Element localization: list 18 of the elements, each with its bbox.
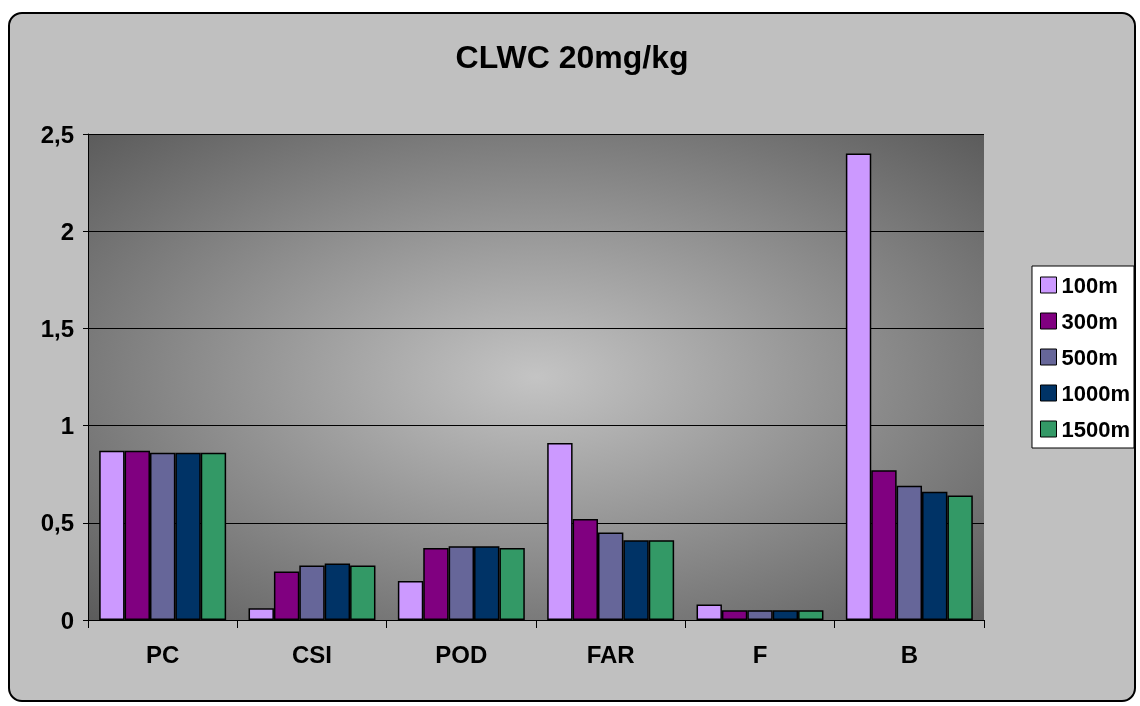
y-tick-label: 0,5 [40,509,74,537]
y-tick-label: 2,5 [40,120,74,148]
y-tick-label: 1 [60,412,74,440]
legend-label: 1500m [1061,416,1131,442]
y-tick-label: 2 [60,217,74,245]
legend-label: 100m [1061,272,1118,298]
y-tick-label: 1,5 [40,314,74,342]
legend-label: 300m [1061,308,1118,334]
chart-title: CLWC 20mg/kg [455,39,689,75]
x-tick-label: PC [145,640,180,668]
x-tick-label: POD [435,640,488,668]
x-tick-label: CSI [291,640,333,668]
x-tick-label: F [752,640,768,668]
x-tick-label: FAR [586,640,635,668]
y-tick-label: 0 [60,606,74,634]
legend-label: 500m [1061,344,1118,370]
legend-label: 1000m [1061,380,1131,406]
x-tick-label: B [900,640,919,668]
